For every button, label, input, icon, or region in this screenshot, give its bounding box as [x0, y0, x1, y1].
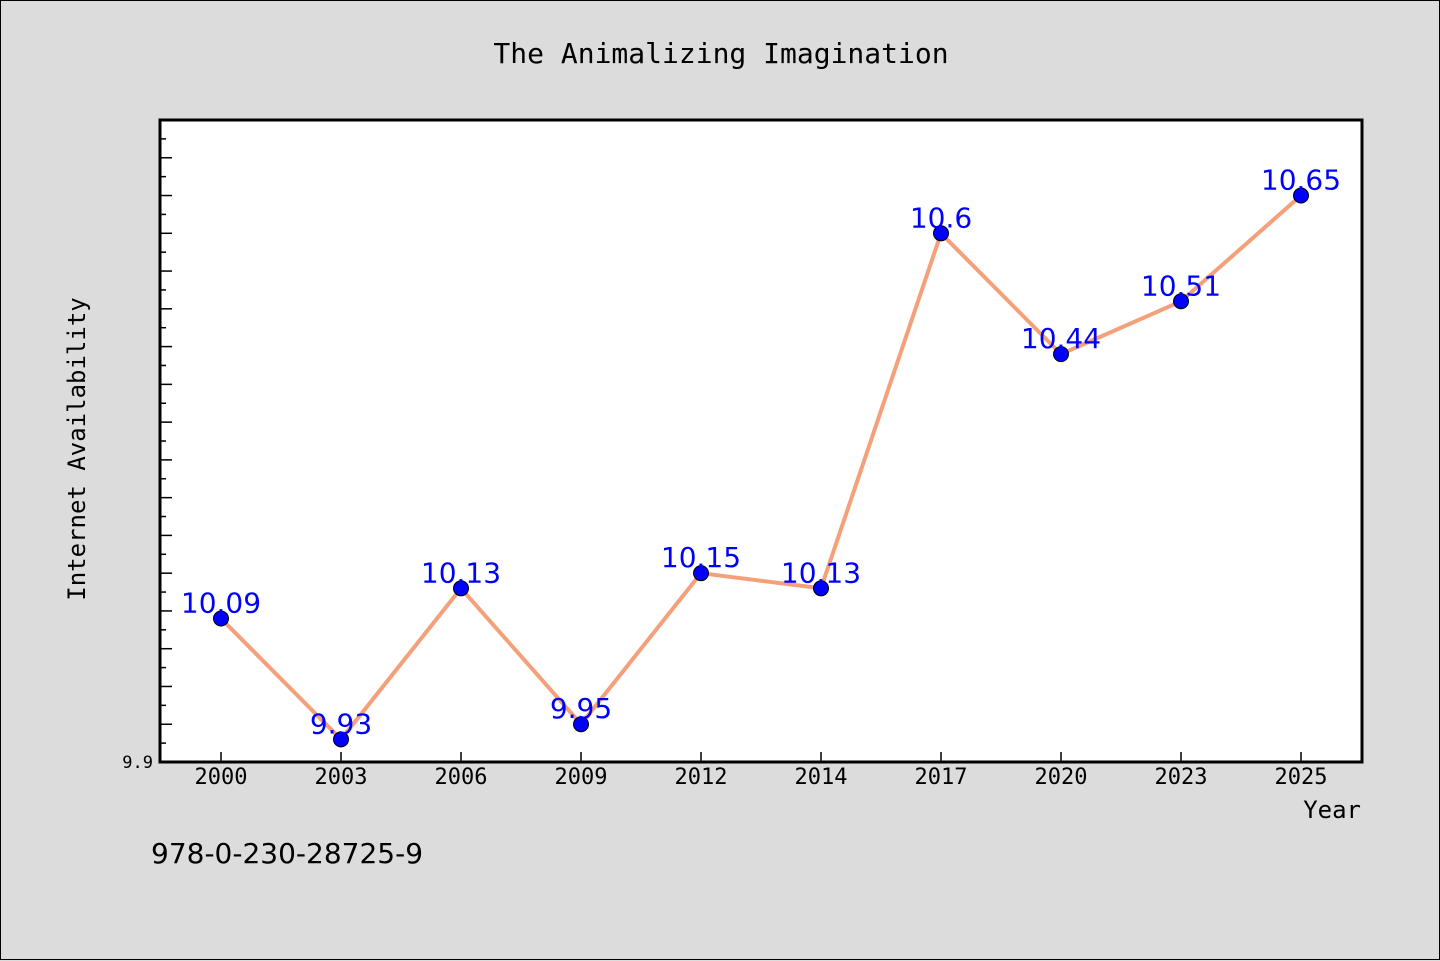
data-point [693, 565, 709, 582]
x-tick-label: 2000 [195, 765, 248, 790]
data-point [213, 610, 229, 627]
data-point [813, 580, 829, 597]
x-tick-label: 2020 [1035, 765, 1088, 790]
data-label: 10.65 [1261, 164, 1341, 197]
data-label: 10.44 [1021, 322, 1101, 355]
data-point [933, 225, 949, 242]
data-label: 10.13 [781, 556, 861, 589]
data-point [1173, 293, 1189, 310]
data-label: 9.93 [310, 707, 372, 740]
y-axis: 9.9 [122, 119, 172, 773]
data-label: 10.6 [910, 201, 972, 234]
x-tick-label: 2025 [1275, 765, 1328, 790]
data-point [1293, 187, 1309, 204]
data-label: 10.51 [1141, 269, 1221, 302]
data-point [453, 580, 469, 597]
x-tick-label: 2009 [555, 765, 608, 790]
x-tick-label: 2003 [315, 765, 368, 790]
y-axis-label: Internet Availability [63, 297, 91, 600]
data-label: 10.15 [661, 541, 741, 574]
y-tick-label: 9.9 [122, 753, 153, 773]
x-tick-label: 2023 [1155, 765, 1208, 790]
data-label: 9.95 [550, 692, 612, 725]
chart-title: The Animalizing Imagination [493, 37, 948, 70]
x-tick-label: 2012 [675, 765, 728, 790]
data-label: 10.13 [421, 556, 501, 589]
x-axis: 2000 2003 2006 2009 2012 2014 2017 2020 2023 2025 [195, 752, 1328, 790]
plot-area [158, 118, 1364, 764]
data-point [333, 731, 349, 748]
data-point [1053, 346, 1069, 363]
data-point [573, 716, 589, 733]
footer-isbn: 978-0-230-28725-9 [151, 837, 423, 870]
x-tick-label: 2017 [915, 765, 968, 790]
x-axis-label: Year [1303, 796, 1361, 824]
series-line [219, 194, 1303, 742]
x-tick-label: 2006 [435, 765, 488, 790]
series-line-group: 10.09 9.93 10.13 9.95 10.15 10.13 10.6 10.44 10.… [181, 164, 1341, 748]
data-label: 10.09 [181, 586, 261, 619]
x-tick-label: 2014 [795, 765, 848, 790]
